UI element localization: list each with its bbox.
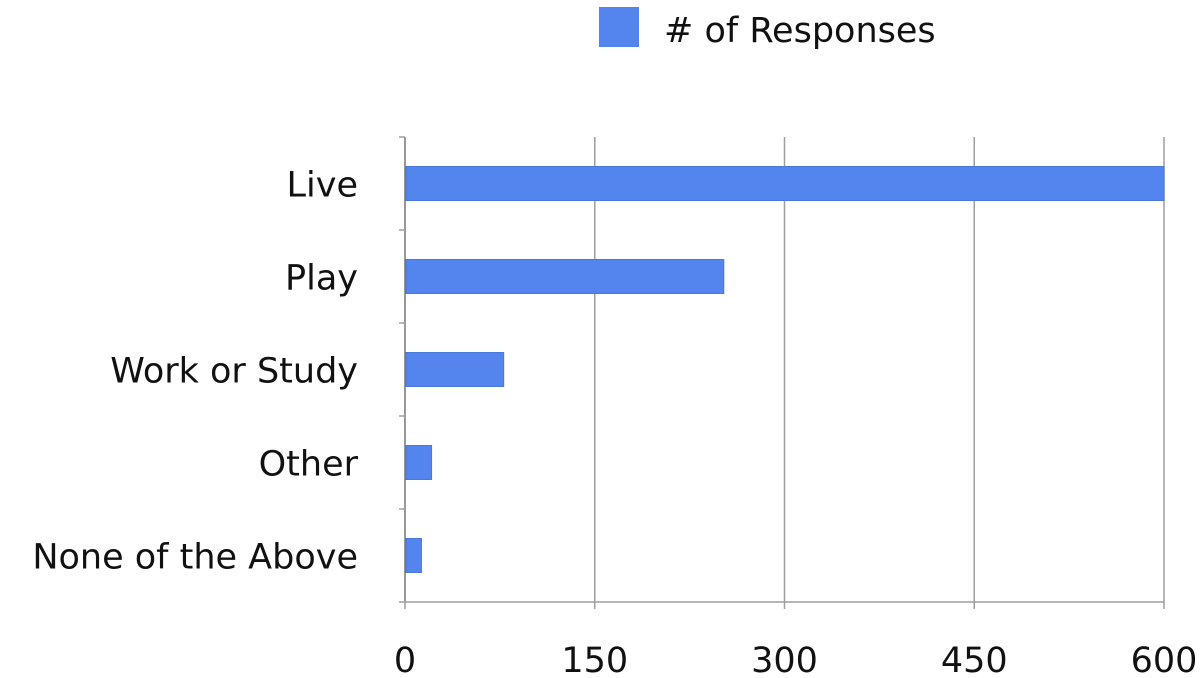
x-tick-label: 600 (1131, 641, 1198, 678)
x-tick-label: 150 (561, 641, 628, 678)
category-label: Work or Study (110, 352, 358, 392)
category-labels: Live Play Work or Study Other None of the Ab… (32, 166, 358, 578)
x-tick-label: 450 (941, 641, 1008, 678)
bar-play (405, 259, 725, 294)
axes (399, 136, 1165, 609)
x-tick-label: 0 (394, 641, 416, 678)
bars (405, 166, 1165, 573)
bar-live (405, 166, 1165, 201)
x-tick-label: 300 (751, 641, 818, 678)
bar-work-or-study (405, 352, 505, 387)
gridlines (594, 137, 1165, 602)
category-label: Live (287, 166, 358, 206)
bar-other (405, 445, 433, 480)
legend-swatch (599, 7, 639, 47)
category-label: Other (259, 445, 359, 485)
category-label: None of the Above (32, 538, 358, 578)
legend-label: # of Responses (664, 11, 936, 51)
tick-labels: 0 150 300 450 600 (394, 641, 1198, 678)
bar-none-of-the-above (405, 538, 422, 573)
legend: # of Responses (599, 7, 936, 51)
category-label: Play (285, 259, 358, 299)
